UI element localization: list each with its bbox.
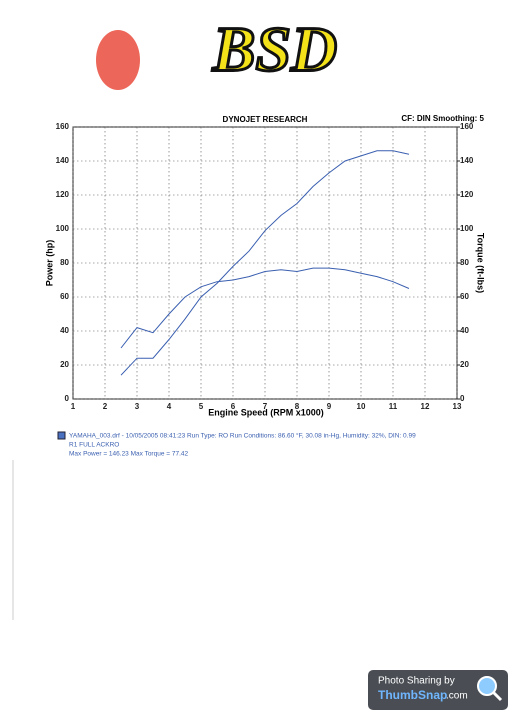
watermark-suffix: .com (446, 691, 468, 702)
watermark-box (368, 670, 508, 710)
y-tick-label: 160 (56, 122, 70, 131)
y2-tick-label: 80 (460, 258, 469, 267)
x-tick-label: 8 (295, 402, 300, 411)
logo-mascot (96, 30, 140, 90)
data-line (120, 267, 410, 349)
y-tick-label: 80 (60, 258, 69, 267)
watermark-brand: ThumbSnap (378, 688, 447, 702)
y-tick-label: 100 (56, 224, 70, 233)
x-tick-label: 12 (421, 402, 430, 411)
y-tick-label: 140 (56, 156, 70, 165)
legend-text: R1 FULL ACKRO (69, 442, 119, 449)
watermark-icon (477, 676, 497, 696)
x-tick-label: 13 (453, 402, 462, 411)
watermark-line: Photo Sharing by (378, 676, 455, 687)
chart: DYNOJET RESEARCH CF: DIN Smoothing: 5 En… (44, 114, 485, 417)
logo-text: BSD (212, 14, 338, 85)
x-tick-label: 7 (263, 402, 268, 411)
legend-swatch (57, 431, 66, 440)
y2-axis-label: Torque (ft-lbs) (476, 233, 486, 293)
y-tick-label: 0 (65, 394, 70, 403)
x-tick-label: 5 (199, 402, 204, 411)
data-line (120, 150, 410, 376)
x-tick-label: 2 (103, 402, 108, 411)
legend-text: YAMAHA_003.drf - 10/05/2005 08:41:23 Run… (69, 432, 416, 440)
y2-tick-label: 40 (460, 326, 469, 335)
legend-text: Max Power = 146.23 Max Torque = 77.42 (69, 451, 189, 458)
x-tick-label: 3 (135, 402, 140, 411)
x-tick-label: 11 (389, 402, 398, 411)
watermark-icon (491, 690, 503, 702)
y2-tick-label: 60 (460, 292, 469, 301)
chart-title: DYNOJET RESEARCH (223, 115, 308, 124)
x-axis-label: Engine Speed (RPM x1000) (208, 407, 324, 417)
y-axis-label: Power (hp) (44, 240, 54, 287)
legend: YAMAHA_003.drf - 10/05/2005 08:41:23 Run… (57, 431, 416, 458)
chart-subtitle: CF: DIN Smoothing: 5 (401, 114, 484, 123)
y2-tick-label: 140 (460, 156, 474, 165)
y2-tick-label: 20 (460, 360, 469, 369)
logo: BSD (96, 12, 339, 90)
y-tick-label: 120 (56, 190, 70, 199)
x-tick-label: 9 (327, 402, 332, 411)
x-tick-label: 4 (167, 402, 172, 411)
watermark: Photo Sharing by ThumbSnap .com (368, 670, 508, 710)
y2-tick-label: 120 (460, 190, 474, 199)
y2-tick-label: 0 (460, 394, 465, 403)
x-tick-label: 6 (231, 402, 236, 411)
y-tick-label: 20 (60, 360, 69, 369)
y2-tick-label: 160 (460, 122, 474, 131)
x-tick-label: 1 (71, 402, 76, 411)
y-tick-label: 60 (60, 292, 69, 301)
y-tick-label: 40 (60, 326, 69, 335)
x-tick-label: 10 (357, 402, 366, 411)
y2-tick-label: 100 (460, 224, 474, 233)
